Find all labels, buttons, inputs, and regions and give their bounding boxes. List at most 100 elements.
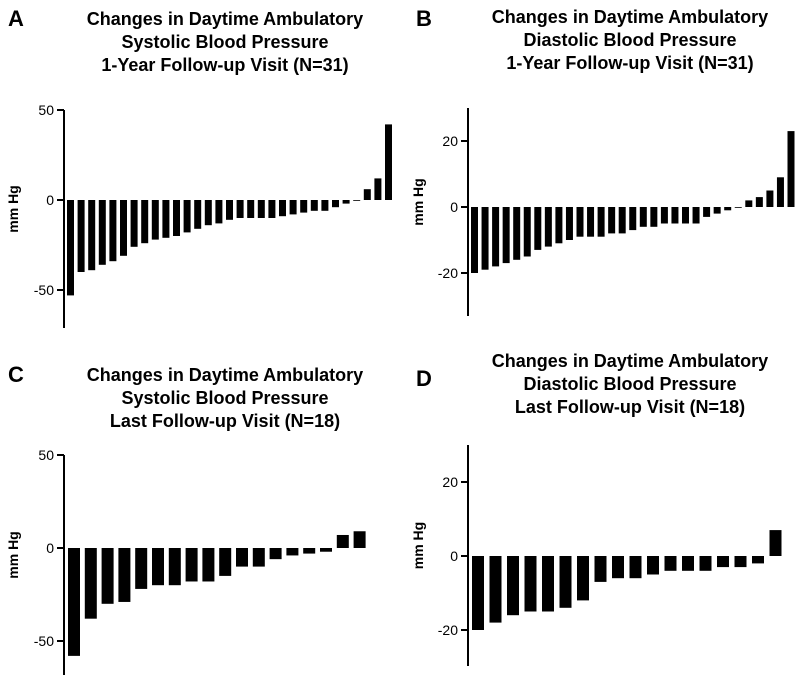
panel-letter: B [416,6,432,31]
chart-title-line: Changes in Daytime Ambulatory [491,351,769,371]
bar [101,548,114,604]
chart-title: Changes in Daytime Ambulatory Systolic B… [50,364,400,433]
bar [660,207,668,224]
bar [162,200,170,238]
chart-title-line: Systolic Blood Pressure [121,32,329,52]
bar [594,556,607,582]
chart-title-line: Changes in Daytime Ambulatory [86,9,364,29]
bar [769,530,782,556]
bar [194,200,202,229]
bar [524,556,537,612]
bar [118,548,131,602]
bar [481,207,489,270]
y-tick-label: 0 [450,548,458,564]
bar [724,207,732,211]
bar-chart: 20 0 -20 mm Hg [410,108,795,316]
chart-title-line: Changes in Daytime Ambulatory [86,365,364,385]
bar [68,548,80,656]
bar [587,207,595,237]
bar [109,200,117,262]
y-axis-label: mm Hg [410,178,426,225]
bar [268,200,276,218]
bar [472,556,484,630]
bar [300,200,308,213]
bar [130,200,138,247]
bar [183,200,191,233]
bar [699,556,712,571]
bar [219,548,232,576]
panel-letter: A [8,6,24,31]
bar [507,556,519,616]
bar [734,207,742,208]
bar [717,556,729,568]
y-tick-label: 20 [442,133,458,149]
bar-chart: 50 0 -50 mm Hg [5,447,366,675]
bar [257,200,265,218]
chart-title-line: Diastolic Blood Pressure [523,374,737,394]
chart-title-line: 1-Year Follow-up Visit (N=31) [506,53,754,73]
bar [745,200,753,207]
bar [577,556,589,601]
bar [559,556,572,608]
chart-title: Changes in Daytime Ambulatory Systolic B… [50,8,400,77]
bar [692,207,700,224]
bar [513,207,521,260]
bar [650,207,658,227]
bar [226,200,233,220]
bar [489,556,502,623]
bar [755,197,763,207]
bar [236,200,244,218]
bar [682,556,694,571]
bar [120,200,127,256]
bar [565,207,573,240]
bar [332,200,339,208]
bar [639,207,647,227]
bar [612,556,624,579]
y-tick-label: 50 [38,102,54,118]
bar [542,556,554,612]
chart-title-line: Last Follow-up Visit (N=18) [514,397,746,417]
bar [336,534,349,548]
bar [215,200,223,224]
bar [310,200,318,211]
bar [734,556,747,568]
bar [664,556,677,571]
bar [320,548,332,552]
bar [202,548,215,582]
bar [713,207,721,214]
bar [168,548,181,586]
bar [502,207,510,264]
chart-title: Changes in Daytime Ambulatory Diastolic … [460,350,800,419]
bar [353,200,361,201]
bar [353,531,366,548]
bar [534,207,542,250]
y-tick-label: -20 [438,265,458,281]
bar [766,190,774,207]
bar [629,207,637,231]
bar [151,200,159,240]
y-tick-label: -50 [34,282,54,298]
y-axis-label: mm Hg [5,185,21,232]
y-tick-label: 0 [46,540,54,556]
bar [618,207,626,234]
y-tick-label: -50 [34,633,54,649]
bar [385,124,392,200]
bar [286,548,299,556]
bar [544,207,552,247]
chart-title-line: Last Follow-up Visit (N=18) [109,411,341,431]
chart-title-line: Systolic Blood Pressure [121,388,329,408]
y-tick-label: 20 [442,474,458,490]
bar [289,200,297,215]
panel-letter: C [8,362,24,387]
chart-title: Changes in Daytime Ambulatory Diastolic … [460,6,800,75]
bar [647,556,659,575]
y-tick-label: 50 [38,447,54,463]
bar [67,200,74,296]
bar [98,200,106,265]
bar [269,548,282,560]
bar [279,200,286,217]
bar [629,556,642,579]
chart-title-line: Diastolic Blood Pressure [523,30,737,50]
bar [576,207,584,237]
